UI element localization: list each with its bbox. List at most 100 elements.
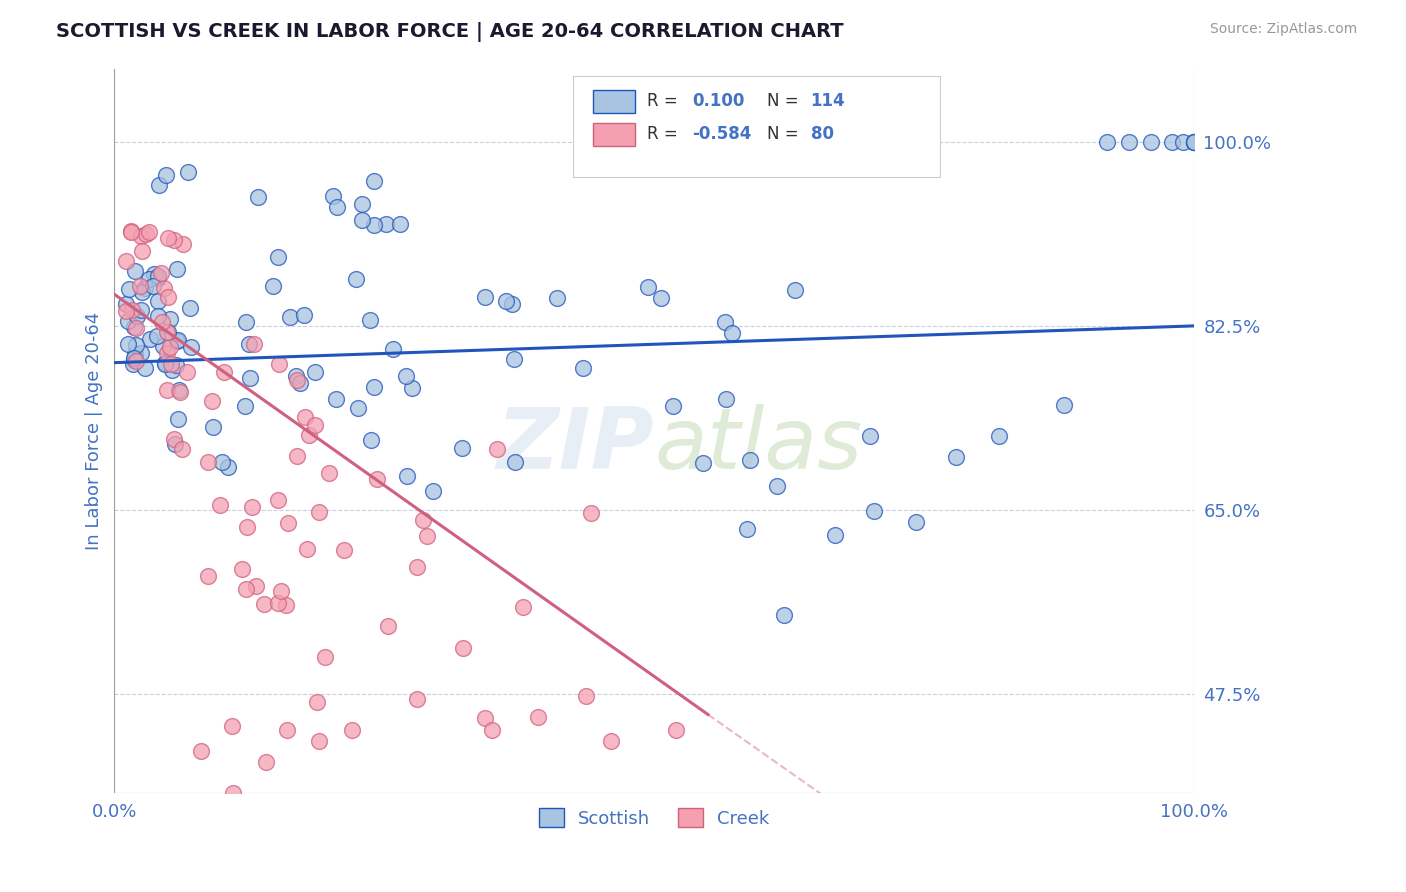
Text: -0.584: -0.584: [692, 125, 751, 143]
Point: [124, 354, 146, 368]
Point: [325, 200, 347, 214]
Point: [170, 442, 193, 457]
Point: [287, 373, 309, 387]
Point: [363, 380, 385, 394]
Point: [352, 213, 374, 227]
Point: [239, 371, 262, 385]
Point: [122, 320, 145, 334]
Legend: Scottish, Creek: Scottish, Creek: [531, 801, 776, 835]
Point: [512, 599, 534, 614]
Point: [276, 723, 298, 738]
Text: SCOTTISH VS CREEK IN LABOR FORCE | AGE 20-64 CORRELATION CHART: SCOTTISH VS CREEK IN LABOR FORCE | AGE 2…: [56, 22, 844, 42]
Point: [382, 342, 405, 356]
Point: [176, 365, 198, 379]
Point: [180, 340, 202, 354]
Point: [128, 278, 150, 293]
Point: [377, 618, 399, 632]
Point: [114, 304, 136, 318]
Point: [1053, 398, 1076, 412]
Text: 0.100: 0.100: [692, 92, 744, 110]
Point: [240, 500, 263, 515]
Point: [208, 498, 231, 512]
Point: [359, 313, 381, 327]
Point: [160, 362, 183, 376]
Point: [146, 294, 169, 309]
Point: [325, 392, 347, 406]
Point: [481, 723, 503, 738]
Point: [270, 583, 292, 598]
Text: atlas: atlas: [654, 404, 862, 487]
Point: [165, 359, 187, 373]
Point: [274, 599, 297, 613]
Point: [824, 528, 846, 542]
Text: N =: N =: [768, 125, 804, 143]
Point: [571, 361, 593, 376]
Point: [129, 303, 152, 318]
Point: [422, 484, 444, 499]
Point: [197, 455, 219, 469]
Point: [156, 231, 179, 245]
Point: [150, 315, 173, 329]
Point: [139, 332, 162, 346]
Point: [308, 505, 330, 519]
Point: [298, 427, 321, 442]
Point: [527, 710, 550, 724]
Point: [221, 719, 243, 733]
Point: [292, 308, 315, 322]
Point: [1182, 135, 1205, 149]
Point: [304, 417, 326, 432]
Point: [503, 455, 526, 469]
Point: [721, 326, 744, 340]
Point: [153, 281, 176, 295]
Point: [314, 650, 336, 665]
Point: [285, 449, 308, 463]
Point: [236, 520, 259, 534]
Point: [254, 755, 277, 769]
Point: [665, 723, 688, 738]
FancyBboxPatch shape: [574, 76, 941, 178]
Point: [333, 543, 356, 558]
Point: [277, 516, 299, 531]
Point: [245, 579, 267, 593]
Point: [575, 689, 598, 703]
Point: [247, 190, 270, 204]
Point: [134, 281, 156, 295]
Point: [153, 357, 176, 371]
Text: Source: ZipAtlas.com: Source: ZipAtlas.com: [1209, 22, 1357, 37]
Point: [212, 365, 235, 379]
Point: [388, 217, 411, 231]
Point: [485, 442, 508, 457]
Point: [905, 515, 928, 529]
Point: [211, 455, 233, 469]
Point: [360, 434, 382, 448]
Point: [395, 469, 418, 483]
Point: [120, 224, 142, 238]
Point: [714, 392, 737, 406]
Point: [142, 279, 165, 293]
Point: [305, 694, 328, 708]
Point: [156, 383, 179, 397]
Point: [114, 253, 136, 268]
Point: [202, 420, 225, 434]
Point: [579, 506, 602, 520]
Point: [451, 442, 474, 456]
Point: [502, 297, 524, 311]
Point: [375, 217, 398, 231]
Point: [253, 597, 276, 611]
Point: [124, 264, 146, 278]
Point: [406, 560, 429, 574]
Point: [502, 351, 524, 366]
Point: [124, 351, 146, 366]
Point: [363, 174, 385, 188]
Point: [262, 279, 284, 293]
Point: [772, 607, 794, 622]
Point: [344, 271, 367, 285]
Point: [138, 272, 160, 286]
Y-axis label: In Labor Force | Age 20-64: In Labor Force | Age 20-64: [86, 312, 103, 550]
Point: [495, 294, 517, 309]
Point: [177, 165, 200, 179]
Point: [131, 244, 153, 258]
Point: [146, 309, 169, 323]
Point: [160, 358, 183, 372]
Point: [125, 309, 148, 323]
